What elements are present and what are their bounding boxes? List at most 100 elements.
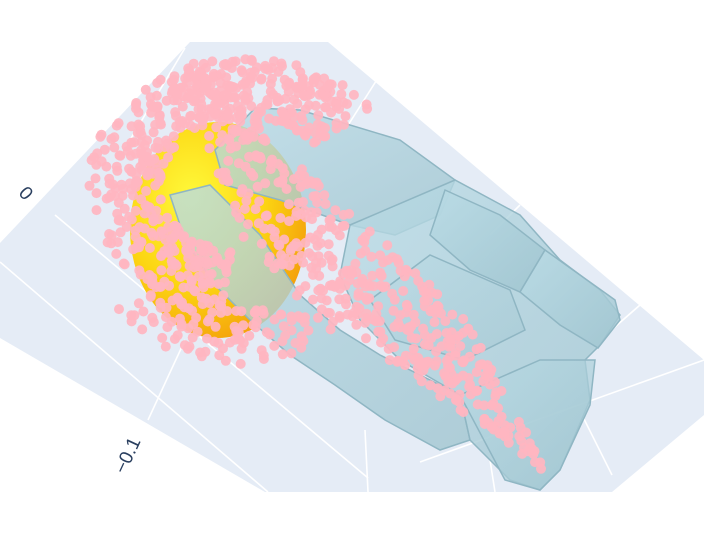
point: [458, 407, 469, 418]
point: [111, 120, 122, 131]
point: [258, 308, 269, 319]
point: [155, 297, 166, 308]
point: [196, 351, 207, 362]
point: [291, 211, 302, 221]
point: [109, 142, 120, 153]
point: [400, 350, 411, 361]
point: [111, 248, 122, 259]
point: [306, 262, 317, 273]
point: [298, 197, 308, 207]
point: [323, 250, 334, 261]
point: [458, 314, 469, 324]
point: [133, 298, 144, 309]
point: [145, 291, 156, 302]
point: [315, 128, 326, 139]
point: [376, 337, 386, 348]
point: [413, 370, 424, 381]
point: [286, 243, 297, 254]
point: [227, 124, 238, 135]
point: [399, 271, 410, 282]
point: [340, 293, 351, 304]
point: [459, 355, 469, 366]
point: [280, 111, 291, 122]
point: [300, 312, 310, 323]
point: [209, 294, 220, 305]
point: [290, 338, 301, 348]
point: [284, 216, 295, 227]
point: [233, 327, 244, 338]
point: [172, 330, 183, 341]
point: [240, 93, 251, 104]
point: [244, 151, 255, 162]
point: [301, 179, 312, 189]
point: [188, 319, 199, 330]
point: [170, 107, 181, 118]
point: [216, 259, 227, 270]
point: [400, 360, 411, 371]
point: [348, 89, 359, 100]
point: [176, 321, 187, 332]
point: [307, 251, 318, 262]
point: [304, 122, 315, 133]
point: [230, 200, 241, 211]
point: [168, 131, 179, 142]
point: [517, 448, 528, 459]
point: [221, 72, 232, 83]
point: [445, 334, 456, 344]
point: [503, 437, 514, 448]
point: [225, 143, 236, 154]
point: [121, 221, 132, 232]
point: [186, 110, 197, 121]
point: [392, 254, 403, 265]
point: [197, 112, 208, 123]
point: [313, 110, 324, 121]
point: [311, 207, 322, 218]
point: [360, 245, 371, 256]
point: [146, 227, 157, 238]
point: [298, 336, 309, 346]
point: [374, 316, 385, 327]
point: [344, 275, 355, 286]
point: [426, 333, 437, 344]
point: [455, 341, 466, 352]
point: [493, 403, 504, 414]
point: [496, 386, 507, 396]
point: [154, 167, 164, 178]
point: [316, 224, 327, 235]
point: [150, 157, 161, 168]
point: [207, 56, 218, 67]
point: [208, 68, 219, 79]
point: [172, 88, 183, 99]
point: [436, 308, 446, 319]
point: [254, 196, 265, 207]
point: [312, 197, 323, 208]
point: [147, 312, 158, 323]
point: [384, 355, 395, 366]
point: [402, 325, 413, 335]
point: [320, 199, 331, 209]
point: [439, 368, 450, 379]
point: [224, 249, 235, 260]
point: [296, 111, 307, 122]
point: [143, 167, 154, 178]
point: [219, 90, 230, 101]
point: [191, 80, 202, 90]
point: [222, 306, 233, 317]
point: [156, 250, 167, 261]
point: [251, 152, 262, 162]
point: [322, 81, 333, 92]
point: [138, 306, 149, 317]
point: [196, 99, 207, 110]
point: [118, 183, 129, 194]
point: [313, 312, 323, 323]
point: [289, 111, 300, 122]
point: [129, 137, 140, 148]
point: [300, 281, 311, 292]
point: [305, 89, 316, 100]
point: [240, 130, 251, 141]
point: [241, 195, 252, 206]
point: [115, 150, 126, 161]
point: [295, 67, 306, 78]
point: [485, 379, 495, 390]
